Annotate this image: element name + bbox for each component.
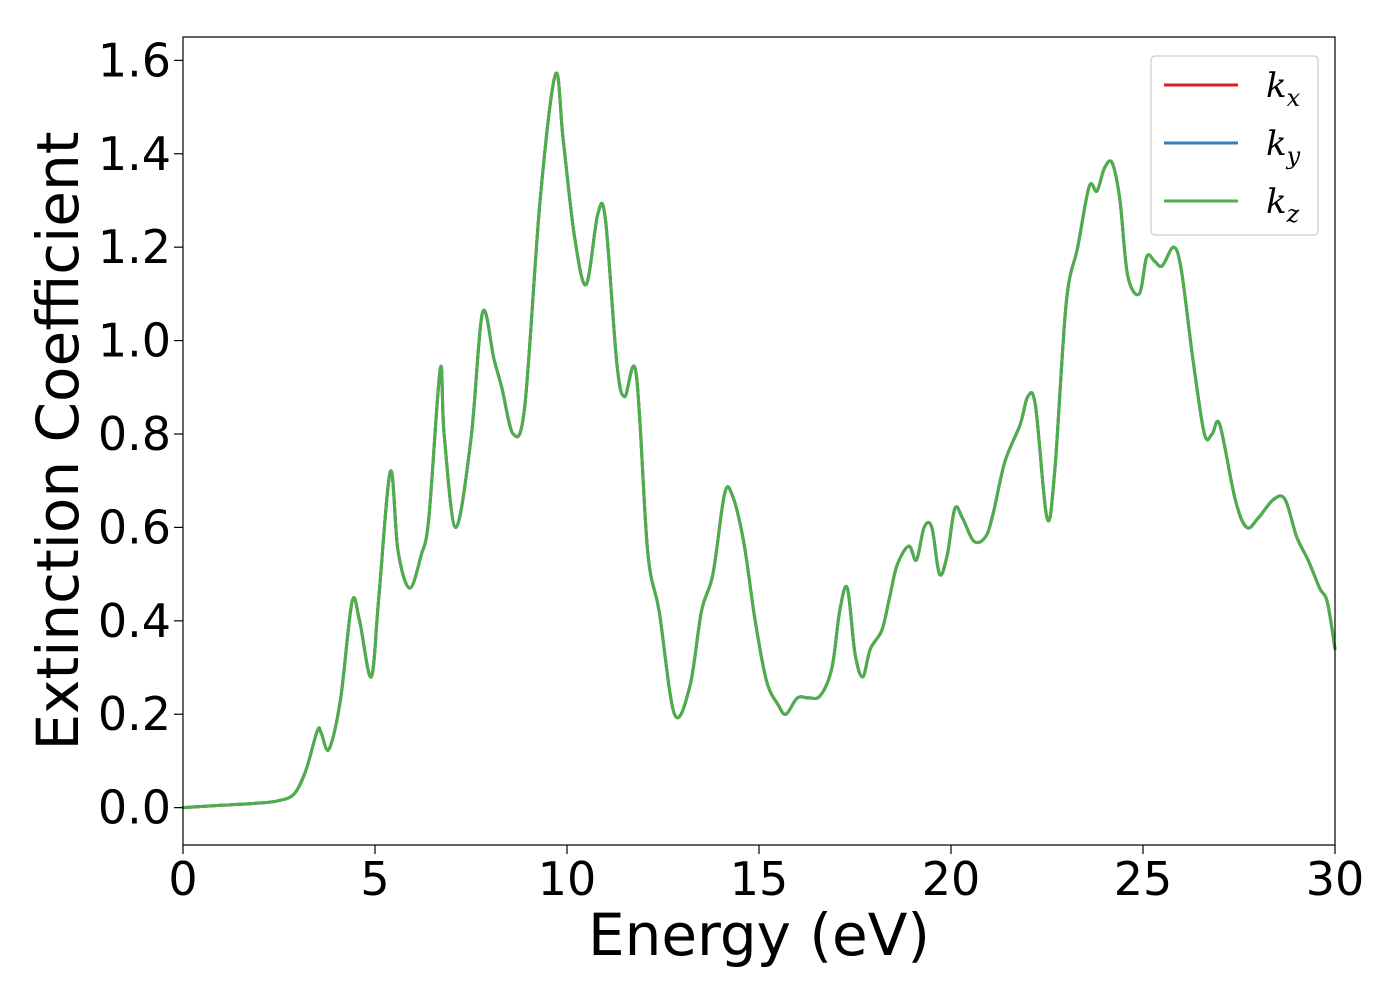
- legend-label-z: kz: [1266, 182, 1300, 228]
- legend-label-x: kx: [1266, 66, 1301, 112]
- y-tick-label: 1.4: [98, 127, 171, 181]
- y-tick-label: 0.6: [98, 500, 171, 554]
- x-tick-label: 30: [1306, 852, 1365, 906]
- legend-label-y: ky: [1266, 124, 1301, 170]
- x-tick-label: 15: [730, 852, 789, 906]
- series-line-z: [181, 71, 1337, 810]
- y-tick-label: 1.2: [98, 220, 171, 274]
- y-tick-label: 0.8: [98, 407, 171, 461]
- y-tick-label: 0.2: [98, 687, 171, 741]
- x-tick-label: 0: [168, 852, 197, 906]
- x-tick-label: 5: [360, 852, 389, 906]
- legend-box: [1150, 55, 1319, 236]
- series-layer: [181, 71, 1337, 810]
- y-axis-title: Extinction Coefficient: [24, 132, 92, 751]
- x-axis-title: Energy (eV): [588, 901, 930, 969]
- y-tick-label: 0.0: [98, 781, 171, 835]
- y-tick-label: 1.0: [98, 314, 171, 368]
- y-axis: 0.0 0.2 0.4 0.6 0.8 1.0 1.2 1.4 1.6: [98, 33, 183, 835]
- legend: kx ky kz: [1150, 55, 1319, 236]
- x-tick-label: 25: [1114, 852, 1173, 906]
- y-tick-label: 1.6: [98, 33, 171, 87]
- x-axis: 0 5 10 15 20 25 30: [168, 845, 1364, 906]
- y-tick-label: 0.4: [98, 594, 171, 648]
- x-tick-label: 20: [922, 852, 981, 906]
- plot-area: [183, 37, 1335, 845]
- x-tick-label: 10: [538, 852, 597, 906]
